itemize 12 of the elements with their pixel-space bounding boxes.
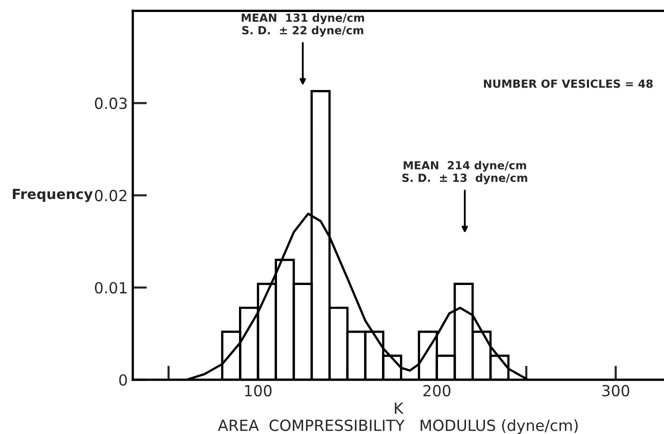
annotation: NUMBER OF VESICLES = 48 [484, 79, 653, 88]
y-axis-title: Frequency [12, 188, 93, 202]
y-tick-label: 0.02 [94, 190, 126, 202]
x-tick-label: 100 [245, 384, 272, 396]
y-tick-label: 0 [119, 374, 127, 386]
annotation: MEAN 214 dyne/cm S. D. ± 13 dyne/cm [402, 160, 528, 184]
annotation: MEAN 131 dyne/cm S. D. ± 22 dyne/cm [242, 13, 364, 37]
x-tick-label: 300 [602, 384, 630, 396]
y-tick-label: 0.01 [94, 282, 127, 294]
y-tick-label: 0.03 [94, 98, 127, 110]
x-tick-label: 200 [423, 384, 450, 396]
x-axis-title: K AREA COMPRESSIBILITY MODULUS (dyne/cm) [218, 402, 578, 434]
